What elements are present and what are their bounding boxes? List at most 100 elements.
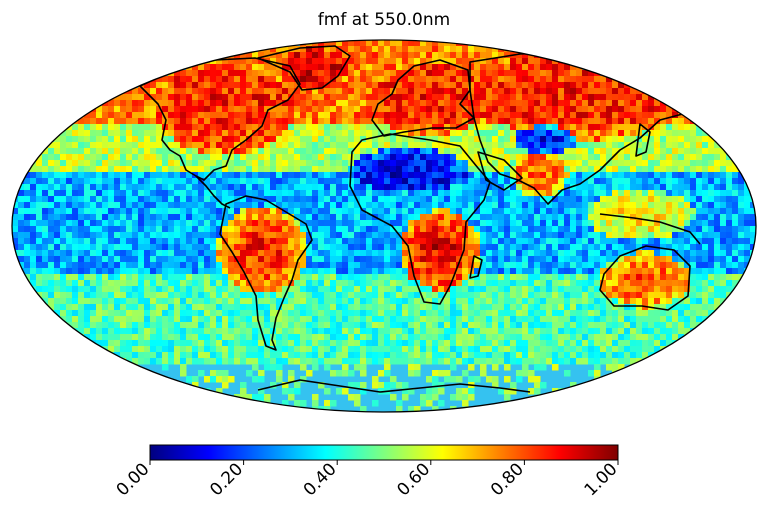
data-pixel: [474, 142, 481, 149]
data-pixel: [156, 166, 163, 173]
data-pixel: [240, 250, 247, 257]
data-pixel: [666, 184, 673, 191]
data-pixel: [606, 274, 613, 281]
data-pixel: [318, 70, 325, 77]
data-pixel: [690, 226, 697, 233]
data-pixel: [654, 232, 661, 239]
data-pixel: [678, 154, 685, 161]
data-pixel: [648, 310, 655, 317]
data-pixel: [546, 202, 553, 209]
data-pixel: [588, 130, 595, 137]
data-pixel: [630, 112, 637, 119]
data-pixel: [360, 196, 367, 203]
data-pixel: [138, 232, 145, 239]
data-pixel: [462, 124, 469, 131]
data-pixel: [582, 232, 589, 239]
data-pixel: [576, 112, 583, 119]
data-pixel: [552, 214, 559, 221]
data-pixel: [402, 262, 409, 269]
data-pixel: [234, 316, 241, 323]
data-pixel: [102, 310, 109, 317]
data-pixel: [738, 220, 745, 227]
data-pixel: [684, 148, 691, 155]
data-pixel: [744, 196, 751, 203]
data-pixel: [138, 220, 145, 227]
data-pixel: [126, 124, 133, 131]
data-pixel: [492, 130, 499, 137]
data-pixel: [450, 52, 457, 59]
data-pixel: [606, 106, 613, 113]
data-pixel: [438, 184, 445, 191]
data-pixel: [726, 166, 733, 173]
data-pixel: [438, 94, 445, 101]
data-pixel: [60, 238, 67, 245]
data-pixel: [414, 202, 421, 209]
data-pixel: [60, 274, 67, 281]
data-pixel: [234, 58, 241, 65]
data-pixel: [240, 292, 247, 299]
data-pixel: [144, 280, 151, 287]
data-pixel: [300, 52, 307, 59]
data-pixel: [672, 244, 679, 251]
data-pixel: [204, 304, 211, 311]
data-pixel: [312, 112, 319, 119]
data-pixel: [708, 268, 715, 275]
data-pixel: [636, 232, 643, 239]
data-pixel: [456, 262, 463, 269]
data-pixel: [156, 322, 163, 329]
data-pixel: [228, 226, 235, 233]
data-pixel: [228, 76, 235, 83]
data-pixel: [558, 292, 565, 299]
data-pixel: [318, 202, 325, 209]
data-pixel: [540, 148, 547, 155]
data-pixel: [294, 58, 301, 65]
data-pixel: [486, 166, 493, 173]
data-pixel: [372, 286, 379, 293]
data-pixel: [570, 184, 577, 191]
data-pixel: [174, 82, 181, 89]
data-pixel: [288, 256, 295, 263]
data-pixel: [168, 160, 175, 167]
data-pixel: [444, 58, 451, 65]
data-pixel: [348, 196, 355, 203]
data-pixel: [588, 70, 595, 77]
data-pixel: [210, 190, 217, 197]
data-pixel: [222, 304, 229, 311]
data-pixel: [180, 232, 187, 239]
data-pixel: [594, 316, 601, 323]
data-pixel: [450, 244, 457, 251]
data-pixel: [378, 166, 385, 173]
data-pixel: [330, 274, 337, 281]
data-pixel: [270, 142, 277, 149]
data-pixel: [432, 280, 439, 287]
data-pixel: [390, 304, 397, 311]
data-pixel: [438, 130, 445, 137]
data-pixel: [540, 94, 547, 101]
data-pixel: [546, 58, 553, 65]
data-pixel: [384, 46, 391, 53]
data-pixel: [396, 292, 403, 299]
data-pixel: [36, 214, 43, 221]
data-pixel: [138, 88, 145, 95]
data-pixel: [348, 262, 355, 269]
data-pixel: [168, 190, 175, 197]
data-pixel: [552, 118, 559, 125]
data-pixel: [258, 112, 265, 119]
data-pixel: [588, 220, 595, 227]
data-pixel: [222, 256, 229, 263]
data-pixel: [378, 82, 385, 89]
data-pixel: [516, 184, 523, 191]
data-pixel: [294, 94, 301, 101]
data-pixel: [324, 202, 331, 209]
data-pixel: [540, 304, 547, 311]
data-pixel: [390, 232, 397, 239]
data-pixel: [330, 154, 337, 161]
data-pixel: [384, 166, 391, 173]
data-pixel: [720, 202, 727, 209]
data-pixel: [564, 256, 571, 263]
data-pixel: [252, 244, 259, 251]
data-pixel: [612, 208, 619, 215]
data-pixel: [696, 154, 703, 161]
data-pixel: [660, 256, 667, 263]
data-pixel: [174, 166, 181, 173]
